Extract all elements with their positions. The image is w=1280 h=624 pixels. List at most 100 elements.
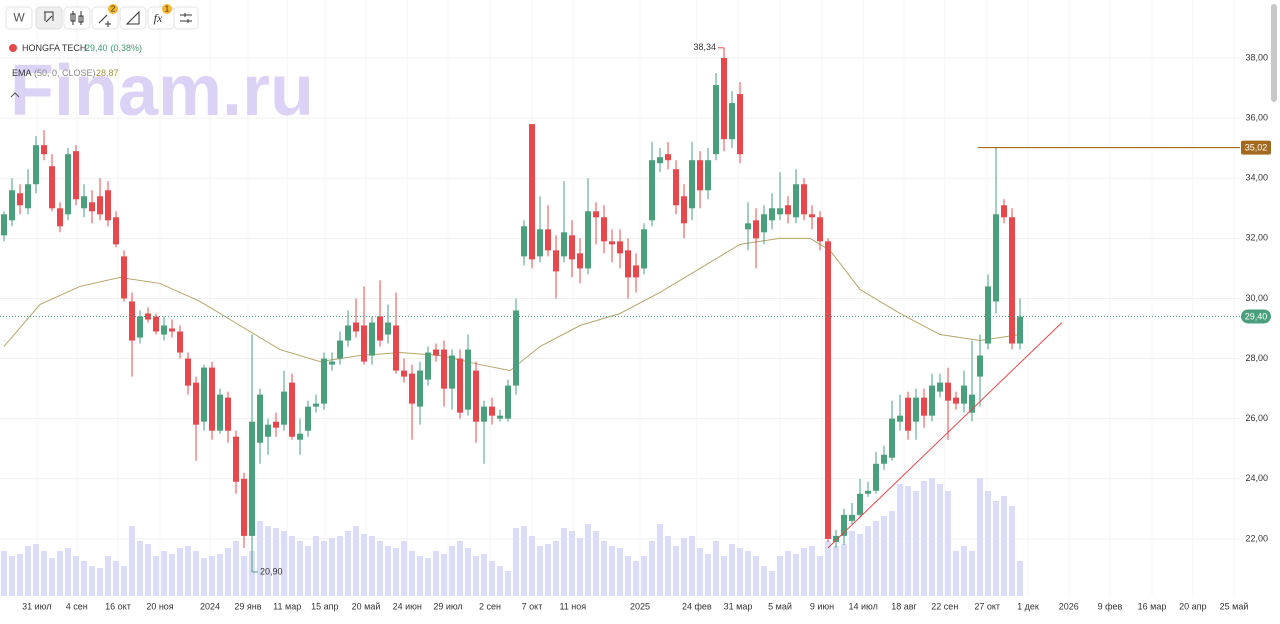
volume-bar (505, 571, 511, 596)
volume-bar (937, 484, 943, 596)
volume-bar (185, 546, 191, 596)
candle-body (625, 250, 631, 278)
candle-body (977, 355, 983, 377)
x-tick-label: 11 ноя (559, 601, 586, 611)
y-tick-label: 30,00 (1245, 293, 1268, 303)
volume-bar (753, 556, 759, 596)
candle-body (345, 325, 351, 341)
x-tick-label: 5 май (768, 601, 792, 611)
watermark: Finam.ru (10, 51, 314, 131)
volume-bar (817, 556, 823, 596)
volume-bar (41, 551, 47, 596)
volume-bar (233, 541, 239, 596)
candle-body (329, 361, 335, 365)
candle-body (577, 253, 583, 269)
icon (180, 13, 192, 23)
volume-bar (889, 511, 895, 596)
y-tick-label: 32,00 (1245, 233, 1268, 243)
x-tick-label: 27 окт (974, 601, 1000, 611)
candle-body (305, 406, 311, 431)
volume-bar (881, 516, 887, 596)
candle-body (201, 367, 207, 422)
candle-body (97, 196, 103, 215)
candle-body (433, 349, 439, 356)
y-tick-label: 24,00 (1245, 473, 1268, 483)
candle-body (537, 229, 543, 257)
candle-body (225, 397, 231, 431)
volume-bar (161, 551, 167, 596)
candle-body (25, 184, 31, 209)
x-tick-label: 31 мар (724, 601, 753, 611)
volume-bar (153, 556, 159, 596)
chart-type-button[interactable] (35, 6, 63, 30)
x-tick-label: 2026 (1059, 601, 1079, 611)
volume-bar (977, 478, 983, 596)
volume-bar (513, 528, 519, 596)
volume-bar (497, 566, 503, 596)
volume-bar (481, 554, 487, 596)
volume-bar (873, 521, 879, 596)
candle-body (753, 220, 759, 239)
x-tick-label: 22 сен (931, 601, 958, 611)
candle-body (497, 415, 503, 419)
x-tick-label: 29 янв (234, 601, 261, 611)
interval-label: W (13, 11, 25, 25)
volume-bar (177, 548, 183, 596)
volume-bar (609, 546, 615, 596)
volume-bar (241, 556, 247, 596)
candle-body (521, 226, 527, 257)
volume-bar (841, 544, 847, 596)
candle-body (889, 418, 895, 458)
volume-bar (217, 554, 223, 596)
volume-bar (721, 556, 727, 596)
x-tick-label: 24 фев (682, 601, 712, 611)
volume-bar (793, 554, 799, 596)
volume-bar (545, 544, 551, 596)
volume-bar (569, 531, 575, 596)
candle-body (825, 241, 831, 539)
candles-button[interactable] (63, 6, 91, 30)
volume-bar (105, 556, 111, 596)
x-tick-label: 1 дек (1017, 601, 1039, 611)
x-tick-label: 20 май (352, 601, 381, 611)
candle-body (377, 316, 383, 341)
candle-body (609, 241, 615, 245)
candle-body (793, 184, 799, 218)
volume-bar (257, 521, 263, 596)
volume-bar (761, 566, 767, 596)
volume-bar (625, 556, 631, 596)
candle-body (185, 358, 191, 386)
volume-bar (305, 546, 311, 596)
candle-body (881, 454, 887, 464)
volume-bar (129, 526, 135, 596)
icon (44, 11, 54, 23)
volume-bar (617, 548, 623, 596)
settings-button[interactable] (173, 6, 199, 30)
interval-button[interactable] (5, 6, 33, 30)
volume-bar (489, 561, 495, 596)
badge-count: 2 (111, 5, 116, 14)
candle-body (297, 433, 303, 440)
candle-body (897, 415, 903, 422)
collapse-toggle[interactable] (10, 92, 20, 98)
candle-body (209, 367, 215, 431)
candle-body (745, 223, 751, 230)
y-tick-label: 22,00 (1245, 533, 1268, 543)
candle-body (809, 214, 815, 218)
candle-body (705, 160, 711, 191)
volume-bar (849, 531, 855, 596)
candle-body (689, 160, 695, 209)
candle-body (985, 286, 991, 344)
volume-bar (313, 536, 319, 596)
volume-bar (561, 528, 567, 596)
candle-body (961, 385, 967, 404)
candle-body (441, 349, 447, 389)
legend-change: (0,38%) (111, 43, 143, 53)
volume-bar (433, 551, 439, 596)
volume-bar (585, 524, 591, 596)
scrollbar[interactable] (1271, 4, 1277, 102)
volume-bar (65, 548, 71, 596)
candle-body (289, 382, 295, 437)
candle-body (697, 160, 703, 191)
